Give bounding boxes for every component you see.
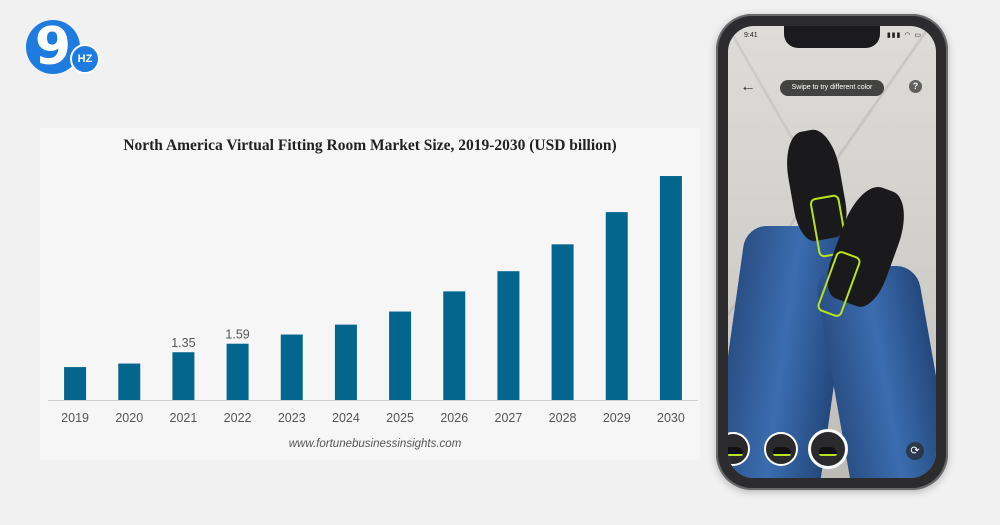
bar-2020: [118, 363, 141, 400]
help-icon[interactable]: ?: [909, 80, 922, 93]
brand-logo: 9 HZ: [22, 18, 102, 74]
color-option-selected[interactable]: [808, 429, 848, 469]
shoe-thumb-icon: [819, 447, 837, 456]
status-icons: ▮▮▮ ◠ ▭: [886, 32, 922, 39]
x-tick-label: 2028: [549, 411, 577, 425]
chart-title: North America Virtual Fitting Room Marke…: [123, 137, 617, 154]
x-tick-label: 2021: [170, 411, 198, 425]
bar-2019: [64, 367, 87, 400]
x-tick-label: 2024: [332, 411, 360, 425]
bar-2023: [280, 334, 303, 400]
bar-2028: [551, 244, 574, 400]
data-label: 1.35: [171, 336, 195, 350]
x-tick-label: 2025: [386, 411, 414, 425]
x-tick-label: 2027: [495, 411, 523, 425]
x-tick-label: 2029: [603, 411, 631, 425]
logo-nine: 9: [26, 20, 80, 74]
bar-2024: [334, 324, 357, 400]
status-time: 9:41: [744, 32, 758, 39]
x-tick-label: 2030: [657, 411, 685, 425]
back-arrow-icon[interactable]: ←: [740, 78, 756, 95]
rotate-camera-icon[interactable]: ⟳: [906, 442, 924, 460]
shoe-thumb-icon: [728, 447, 743, 456]
x-tick-label: 2020: [115, 411, 143, 425]
x-tick-label: 2022: [224, 411, 252, 425]
x-tick-label: 2023: [278, 411, 306, 425]
phone-notch: [784, 26, 880, 48]
bar-2025: [389, 311, 412, 400]
bar-2030: [659, 176, 682, 400]
phone-screen: 9:41 ▮▮▮ ◠ ▭ ← Swipe to try different co…: [728, 26, 936, 478]
x-tick-label: 2019: [61, 411, 89, 425]
color-option-2[interactable]: [764, 432, 798, 466]
bar-2022: [226, 343, 249, 400]
chart-panel: [40, 128, 700, 460]
swipe-hint: Swipe to try different color: [780, 80, 884, 96]
bar-2027: [497, 271, 520, 400]
logo-hz-badge: HZ: [70, 44, 100, 74]
bar-2026: [443, 291, 466, 400]
bar-2029: [605, 212, 628, 400]
phone-mockup: 9:41 ▮▮▮ ◠ ▭ ← Swipe to try different co…: [716, 14, 948, 490]
source-credit: www.fortunebusinessinsights.com: [288, 438, 462, 450]
bar-2021: [172, 352, 195, 400]
bar-chart: 2019 2020 2021 1.35 2022 1.59 2023 2024 2025 2026…: [48, 176, 698, 425]
x-tick-label: 2026: [440, 411, 468, 425]
shoe-thumb-icon: [773, 447, 791, 456]
data-label: 1.59: [225, 328, 249, 342]
